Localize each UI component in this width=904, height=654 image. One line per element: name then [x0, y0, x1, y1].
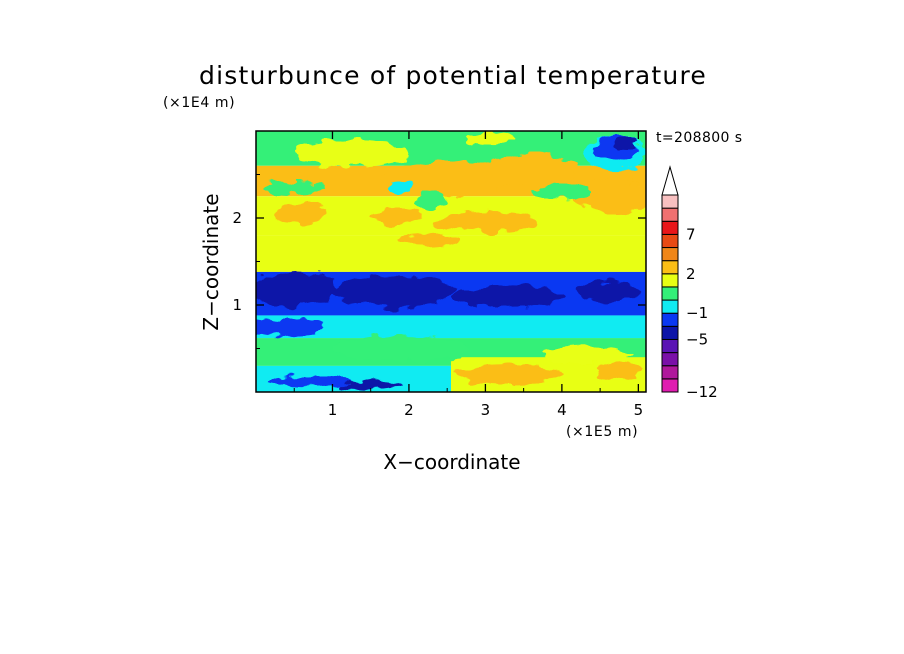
field-patch: [340, 380, 402, 390]
field-patch: [332, 276, 455, 308]
field-patch: [256, 271, 337, 307]
field-patch: [332, 335, 471, 362]
chart-title: disturbunce of potential temperature: [199, 61, 707, 90]
y-tick-label: 1: [232, 296, 242, 314]
contour-field: [256, 131, 646, 392]
y-unit-label: (×1E4 m): [163, 95, 235, 111]
colorbar-cell: [661, 273, 679, 288]
colorbar-cell: [661, 220, 679, 235]
x-axis-title: X−coordinate: [383, 450, 520, 474]
x-axis: 1 2 3 4 5: [293, 131, 644, 419]
field-patch: [466, 132, 513, 147]
x-tick-label: 5: [634, 401, 644, 419]
field-patch: [596, 359, 643, 381]
field-band: [256, 315, 646, 339]
colorbar-cell: [661, 325, 679, 340]
field-patch: [531, 184, 593, 199]
colorbar-cell: [661, 338, 679, 354]
colorbar-cell: [661, 260, 679, 275]
field-patch: [370, 207, 425, 225]
time-label: t=208800 s: [656, 130, 742, 146]
field-patch: [256, 318, 325, 336]
field-patch: [454, 285, 562, 307]
colorbar-cell: [661, 194, 679, 209]
colorbar-label: −12: [686, 383, 718, 401]
field-patches: [256, 132, 646, 390]
field-patch: [416, 190, 448, 212]
colorbar-label: 2: [686, 265, 696, 283]
colorbar-cell: [661, 286, 679, 301]
field-patch: [431, 211, 539, 233]
colorbar-cell: [661, 378, 679, 393]
field-patch: [382, 161, 513, 197]
field-patch: [573, 178, 646, 214]
field-patch: [454, 364, 562, 386]
field-patch: [613, 137, 637, 152]
colorbar-cell: [661, 299, 679, 314]
field-patch: [267, 376, 352, 387]
x-tick-label: 4: [557, 401, 567, 419]
colorbar-cell: [661, 352, 679, 367]
field-patch: [485, 154, 578, 186]
field-patch: [263, 181, 325, 194]
colorbar-cell: [661, 312, 679, 327]
field-patch: [294, 138, 409, 167]
field-patch: [577, 281, 639, 303]
x-tick-label: 1: [328, 401, 338, 419]
colorbar-cell: [661, 207, 679, 222]
colorbar-label: 7: [686, 225, 696, 243]
plot-area: [255, 130, 647, 393]
x-tick-label: 3: [481, 401, 491, 419]
field-patch: [538, 346, 631, 365]
colorbar-extend-arrow: [661, 165, 679, 196]
y-axis-title: Z−coordinate: [199, 193, 223, 330]
colorbar-label: −1: [686, 304, 708, 322]
field-patch: [275, 203, 329, 225]
colorbar: −12−5−127: [661, 165, 718, 401]
colorbar-label: −5: [686, 330, 708, 348]
colorbar-cell: [661, 233, 679, 249]
y-axis: 12: [232, 174, 646, 349]
colorbar-cell: [661, 365, 679, 380]
colorbar-cell: [661, 247, 679, 262]
field-patch: [397, 232, 459, 247]
y-tick-label: 2: [232, 209, 242, 227]
x-unit-label: (×1E5 m): [566, 424, 638, 440]
field-patch: [389, 180, 413, 195]
x-tick-label: 2: [404, 401, 414, 419]
